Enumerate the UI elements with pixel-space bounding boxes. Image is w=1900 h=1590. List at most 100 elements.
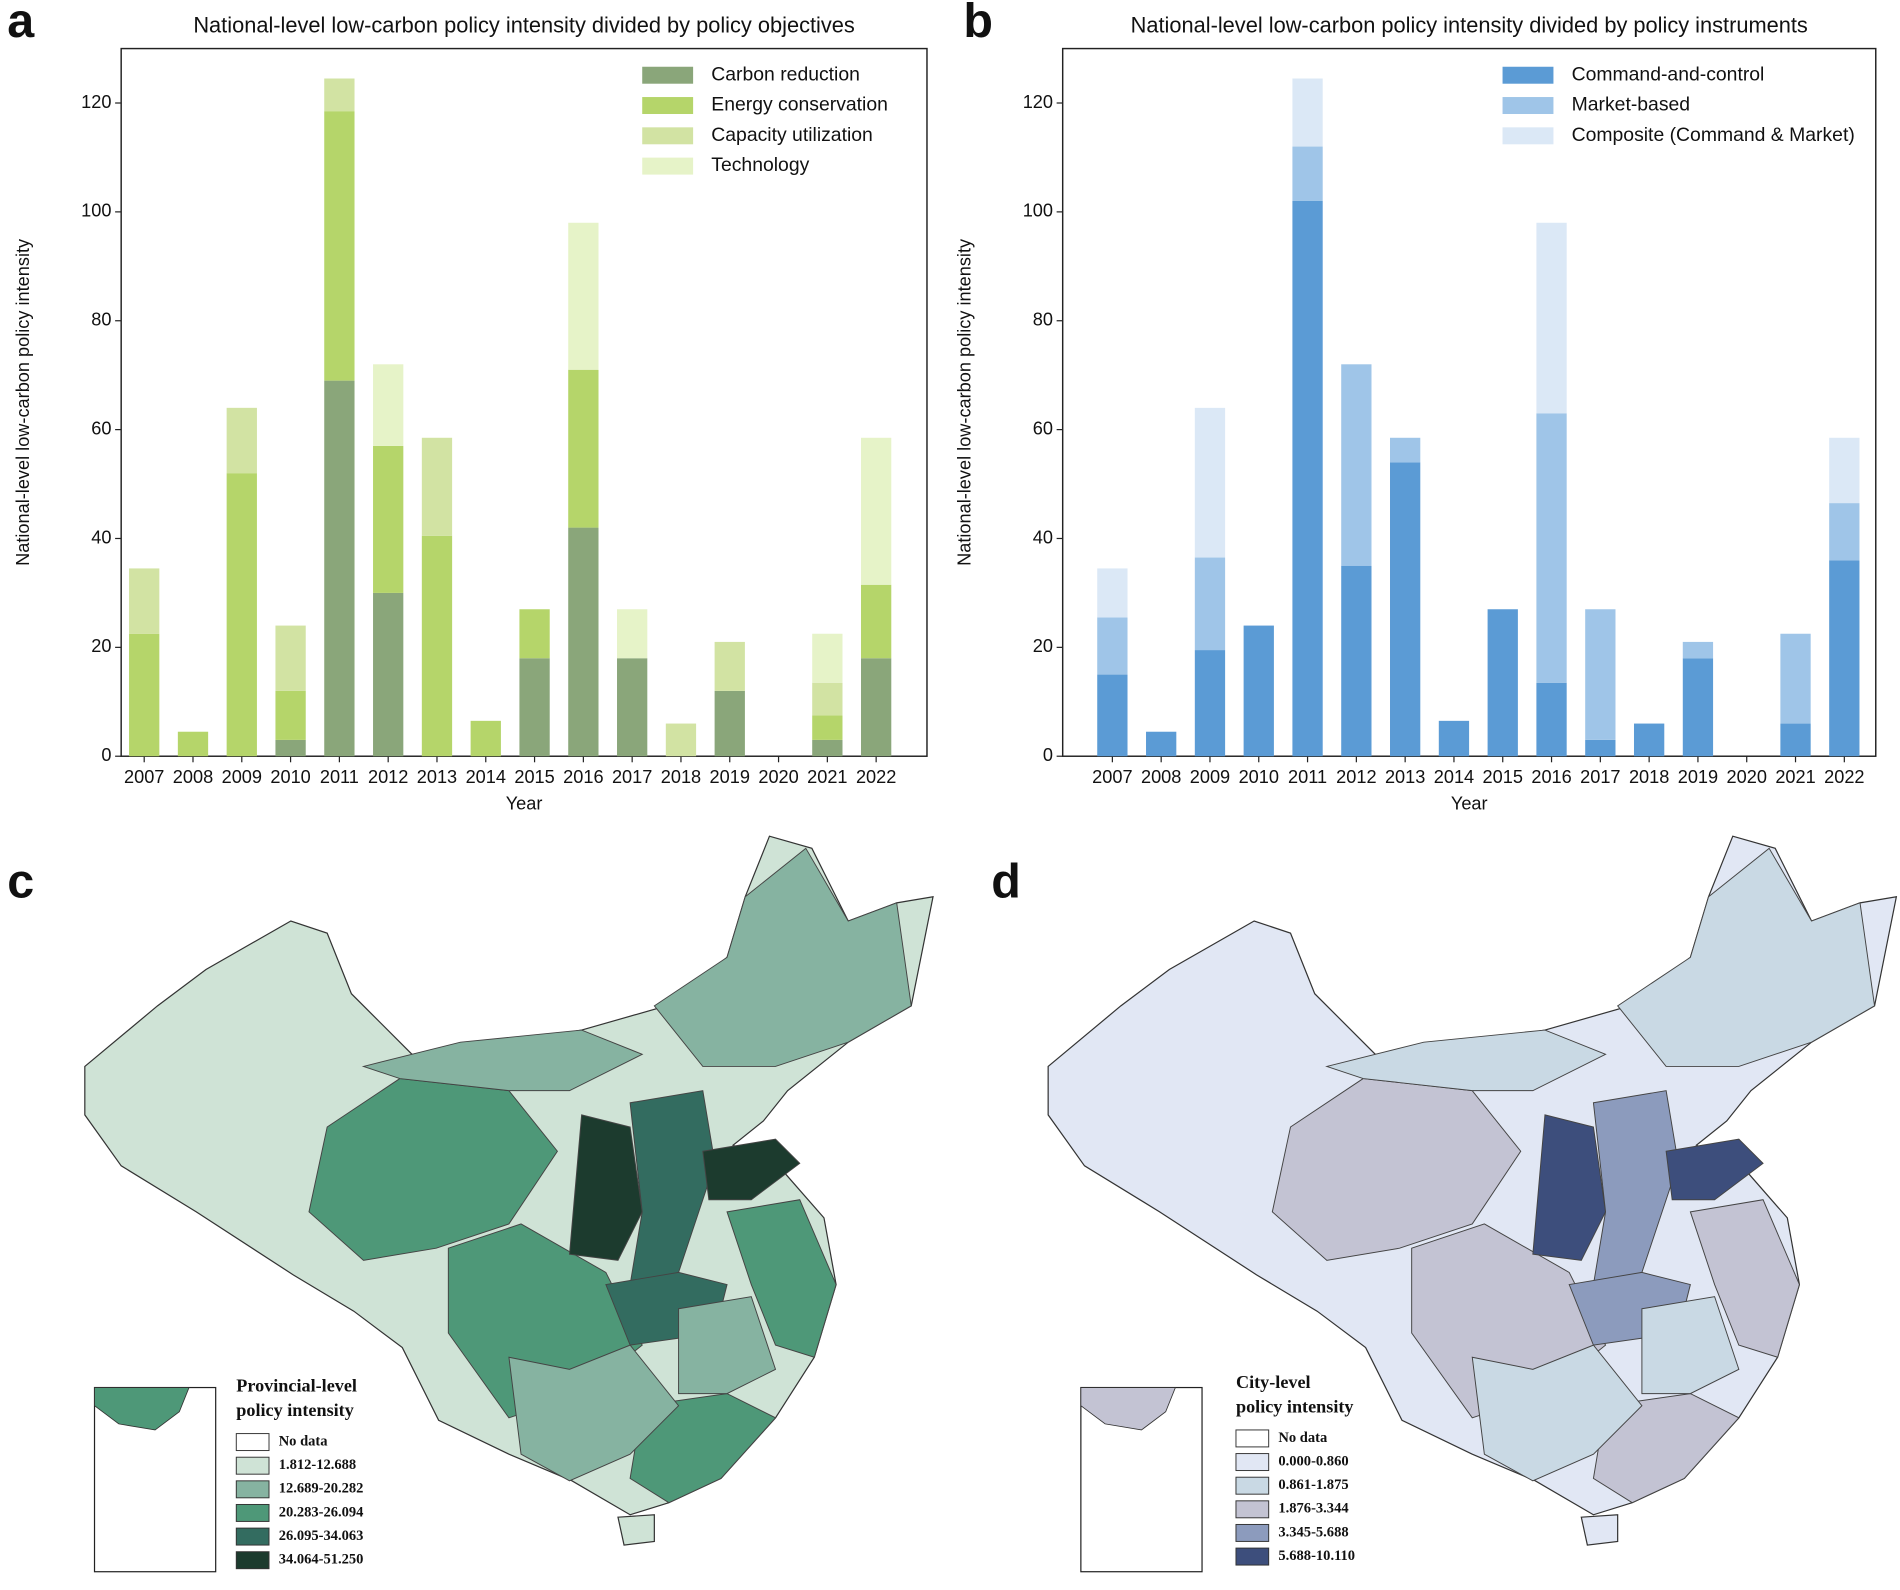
legend-swatch	[1235, 1429, 1270, 1448]
legend-label: Carbon reduction	[711, 63, 860, 85]
map-region	[568, 1114, 643, 1261]
chart-title: National-level low-carbon policy intensi…	[193, 13, 855, 38]
bar-segment	[1829, 503, 1860, 561]
x-axis-label: Year	[1451, 793, 1488, 813]
map-region	[1689, 1199, 1800, 1358]
legend-swatch	[642, 97, 694, 115]
legend-label: 1.812-12.688	[279, 1457, 357, 1473]
bar-segment	[1487, 609, 1518, 757]
panel-label: a	[7, 0, 35, 48]
x-tick-label: 2011	[320, 767, 359, 787]
legend-swatch	[1502, 66, 1554, 84]
legend-swatch	[235, 1527, 270, 1546]
x-tick-label: 2009	[222, 767, 262, 787]
x-tick-label: 2018	[661, 767, 701, 787]
bar-segment	[1146, 731, 1177, 757]
map-region	[1532, 1114, 1607, 1261]
y-tick-label: 60	[91, 418, 111, 438]
x-tick-label: 2022	[856, 767, 896, 787]
x-tick-label: 2013	[417, 767, 457, 787]
legend-swatch	[1235, 1476, 1270, 1495]
panel-label: d	[991, 854, 1021, 908]
bar-segment	[129, 633, 160, 757]
bar-segment	[1682, 641, 1714, 659]
bar-segment	[324, 111, 355, 381]
legend-label: 3.345-5.688	[1278, 1524, 1348, 1540]
bar-segment	[275, 625, 306, 691]
legend-swatch	[235, 1480, 270, 1499]
y-tick-label: 80	[91, 310, 111, 330]
bar-segment	[1780, 723, 1811, 757]
bar-segment	[1390, 437, 1421, 463]
legend-swatch	[1235, 1523, 1270, 1542]
x-axis-label: Year	[506, 793, 543, 813]
bar-segment	[1780, 633, 1811, 724]
x-tick-label: 2011	[1288, 767, 1327, 787]
legend-swatch	[642, 157, 694, 175]
bar-segment	[1341, 364, 1372, 566]
x-tick-label: 2022	[1824, 767, 1864, 787]
chart-title: National-level low-carbon policy intensi…	[1131, 13, 1808, 38]
bar-segment	[1292, 146, 1323, 201]
bar-segment	[568, 222, 599, 370]
bar-segment	[812, 715, 843, 740]
map-island	[617, 1514, 655, 1546]
bar-segment	[812, 682, 843, 716]
bar-segment	[1194, 407, 1226, 558]
legend-label: No data	[279, 1433, 329, 1449]
legend-label: 5.688-10.110	[1278, 1548, 1355, 1564]
legend-label: 26.095-34.063	[279, 1528, 364, 1544]
legend-swatch	[642, 127, 694, 145]
legend-swatch	[235, 1456, 270, 1475]
plot-frame	[1061, 47, 1877, 757]
bar-segment	[1585, 609, 1616, 740]
map-region	[653, 847, 912, 1067]
x-tick-label: 2007	[124, 767, 164, 787]
map-region	[1325, 1029, 1607, 1092]
map-region	[1471, 1344, 1643, 1482]
bar-segment	[1633, 723, 1665, 757]
bar-segment	[1341, 565, 1372, 757]
x-tick-label: 2021	[807, 767, 847, 787]
legend-swatch	[1235, 1500, 1270, 1519]
legend-swatch	[235, 1551, 270, 1570]
legend-swatch	[1502, 97, 1554, 115]
x-tick-label: 2021	[1775, 767, 1815, 787]
legend-label: 1.876-3.344	[1278, 1501, 1348, 1517]
y-tick-label: 0	[1043, 745, 1053, 765]
legend-swatch	[642, 66, 694, 84]
map-region	[508, 1344, 680, 1482]
bar-segment	[1536, 682, 1567, 757]
bar-segment	[1292, 200, 1323, 757]
bar-segment	[714, 641, 745, 691]
inset-map	[94, 1387, 190, 1431]
legend-label: 34.064-51.250	[279, 1552, 364, 1568]
bar-segment	[1438, 720, 1470, 757]
legend-swatch	[1235, 1547, 1270, 1566]
legend-label: Command-and-control	[1572, 63, 1765, 85]
bar-segment	[421, 437, 453, 536]
bar-segment	[1292, 78, 1323, 147]
map-region	[1641, 1296, 1740, 1395]
legend-swatch	[1502, 127, 1554, 145]
legend-label: 0.000-0.860	[1278, 1453, 1348, 1469]
bar-segment	[812, 739, 843, 757]
legend-title: Provincial-level	[236, 1376, 357, 1396]
legend-title: policy intensity	[236, 1400, 354, 1420]
bar-segment	[617, 609, 648, 659]
x-tick-label: 2013	[1385, 767, 1425, 787]
panel-label: b	[963, 0, 993, 48]
bar-segment	[665, 723, 697, 757]
x-tick-label: 2012	[1336, 767, 1376, 787]
bar-segment	[226, 407, 257, 474]
x-tick-label: 2019	[1678, 767, 1718, 787]
x-tick-label: 2015	[1483, 767, 1523, 787]
legend-label: Composite (Command & Market)	[1572, 124, 1855, 146]
legend-swatch	[235, 1433, 270, 1452]
y-tick-label: 100	[1023, 201, 1053, 221]
y-tick-label: 60	[1033, 418, 1053, 438]
bar-segment	[617, 658, 648, 757]
bar-segment	[568, 527, 599, 757]
y-tick-label: 20	[1033, 636, 1053, 656]
bar-segment	[1194, 557, 1226, 651]
